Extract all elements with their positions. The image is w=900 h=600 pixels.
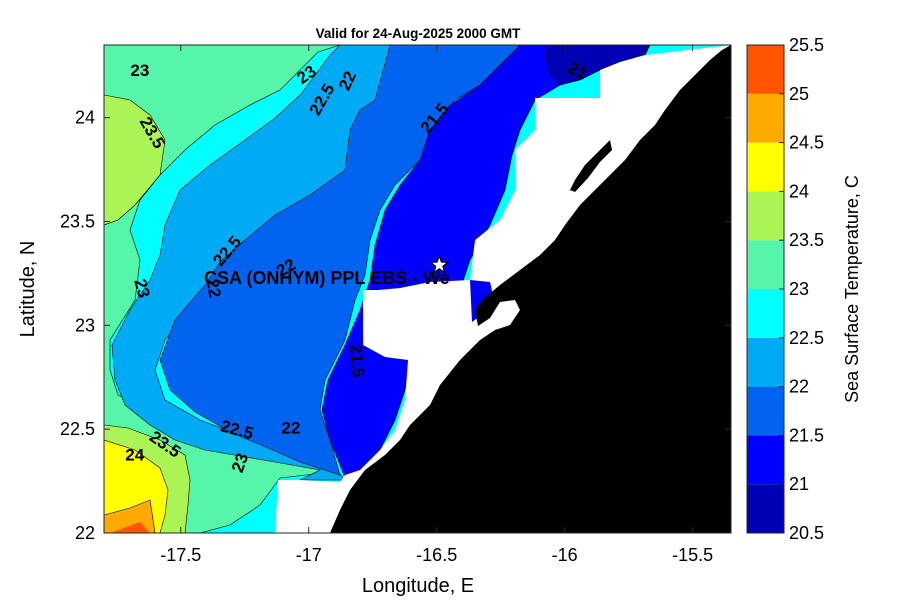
map-frame [103, 44, 732, 534]
x-tick-label: -17 [296, 545, 322, 565]
colorbar: 20.5 21 21.5 22 22.5 23 23.5 24 24.5 25 25.5 [746, 35, 824, 543]
colorbar-tick-label: 20.5 [789, 523, 824, 543]
map-title: Valid for 24-Aug-2025 2000 GMT [316, 26, 522, 41]
colorbar-swatch [747, 484, 784, 533]
contour-label: 23 [130, 277, 153, 300]
y-axis: 22 22.5 23 23.5 24 [60, 108, 731, 543]
colorbar-tick-label: 24.5 [789, 133, 824, 153]
x-axis-label: Longitude, E [362, 575, 474, 597]
x-tick-label: -16 [552, 545, 578, 565]
sst-band-25-25.5 [110, 522, 150, 533]
colorbar-swatch [747, 45, 784, 94]
x-tick-label: -17.5 [160, 545, 201, 565]
colorbar-tick-label: 25.5 [789, 35, 824, 55]
colorbar-tick-label: 23.5 [789, 230, 824, 250]
y-tick-label: 23 [75, 315, 95, 335]
colorbar-tick-label: 24 [789, 181, 809, 201]
sst-band-21-21.5 [321, 45, 651, 479]
sst-band-23-23.5 [104, 45, 341, 533]
site-label: CSA (ONHYM) PPL EBS - We [204, 268, 450, 288]
x-axis: -17.5 -17 -16.5 -16 -15.5 [160, 45, 713, 565]
colorbar-tick-label: 21 [789, 474, 809, 494]
sst-band-24-24.5 [104, 439, 169, 533]
colorbar-swatch [747, 337, 784, 387]
colorbar-tick-label: 21.5 [789, 425, 824, 445]
y-tick-label: 22 [75, 523, 95, 543]
colorbar-swatch [747, 142, 784, 192]
star-icon[interactable] [429, 254, 450, 274]
y-axis-label: Latitude, N [17, 241, 39, 338]
colorbar-tick-label: 23 [789, 279, 809, 299]
colorbar-tick-label: 22 [789, 377, 809, 397]
colorbar-swatch [747, 386, 784, 436]
colorbar-swatch [747, 435, 784, 485]
map-area[interactable] [104, 45, 731, 533]
x-tick-label: -15.5 [672, 545, 713, 565]
colorbar-tick-label: 25 [789, 84, 809, 104]
colorbar-swatch [747, 289, 784, 338]
contour-label: 23 [130, 61, 149, 80]
contour-label: 22 [281, 418, 300, 437]
land-mass [330, 45, 731, 533]
y-tick-label: 23.5 [60, 212, 95, 232]
colorbar-swatch [747, 191, 784, 241]
colorbar-tick-label: 22.5 [789, 328, 824, 348]
colorbar-swatch [747, 93, 784, 143]
contour-label: 24 [125, 445, 144, 464]
y-tick-label: 22.5 [60, 419, 95, 439]
sst-band-23.5-24 [104, 94, 166, 226]
colorbar-swatch [747, 240, 784, 289]
peninsula [570, 140, 612, 192]
contour-label: 21.5 [346, 344, 368, 379]
y-tick-label: 24 [75, 108, 95, 128]
x-tick-label: -16.5 [416, 545, 457, 565]
site-marker[interactable]: CSA (ONHYM) PPL EBS - We [204, 254, 450, 288]
contour-label: 22 [203, 277, 225, 299]
colorbar-label: Sea Surface Temperature, C [842, 175, 862, 403]
